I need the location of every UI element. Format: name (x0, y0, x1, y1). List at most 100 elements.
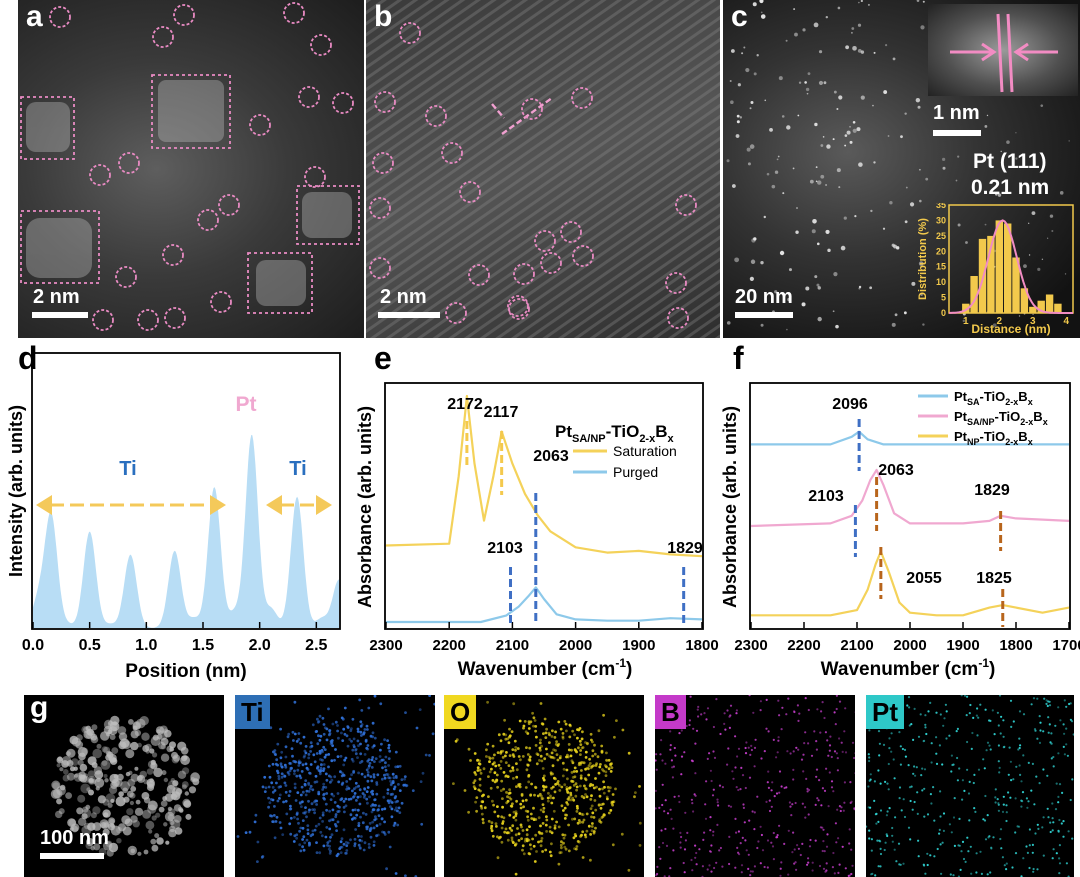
peak-label: 2103 (487, 540, 523, 557)
inset-scale-bar (933, 130, 981, 136)
atom-circle (162, 244, 184, 266)
ti-annotation: Ti (289, 458, 306, 480)
size-distribution-chart: 1 2 3 4 0 5 10 15 20 25 30 35 Distance (nm) Distri… (917, 203, 1074, 336)
ir-spectrum-e: 2300 2200 2100 2000 1900 1800 2172 2117 2063 210… (355, 382, 719, 680)
nanoparticle-box (296, 185, 360, 245)
o-map: O (444, 695, 644, 877)
atom-circle (560, 221, 582, 243)
peak-label: 1829 (974, 482, 1010, 499)
tick-label: 2000 (559, 637, 592, 654)
atom-circle (304, 166, 326, 188)
panel-a: a 2 nm (18, 0, 364, 338)
lattice-dash (501, 97, 553, 135)
lattice-line (996, 13, 1004, 93)
tick-label: 1800 (685, 637, 718, 654)
atom-circle (115, 266, 137, 288)
nanoparticle-box (247, 252, 313, 314)
scale-label: 100 nm (40, 827, 109, 849)
atom-circle (459, 181, 481, 203)
d-y-label: Intensity (arb. units) (6, 405, 26, 577)
atom-circle (372, 152, 394, 174)
tick-label: 1800 (999, 637, 1032, 654)
element-tag: Ti (235, 695, 270, 729)
atom-circle (137, 309, 159, 331)
lattice-inset (928, 4, 1078, 96)
peak-label: 2055 (906, 570, 942, 587)
spectrum-line (751, 430, 1069, 446)
haadf-map: g 100 nm (24, 695, 224, 877)
atom-circle (89, 164, 111, 186)
tick-label: 25 (936, 231, 946, 241)
atom-circle (513, 263, 535, 285)
panel-a-image (20, 2, 360, 331)
atom-circle (249, 114, 271, 136)
nanoparticle-box (151, 74, 231, 149)
tick-label: 2300 (369, 637, 402, 654)
atom-circle (468, 264, 490, 286)
tick-label: 30 (936, 215, 946, 225)
tick-label: 15 (936, 262, 946, 272)
f-x-label: Wavenumber (cm-1) (821, 656, 996, 680)
panel-label: e (374, 340, 392, 376)
histogram-bar (1012, 257, 1020, 313)
element-tag: O (444, 695, 477, 729)
atom-circle (374, 91, 396, 113)
histogram-bar (962, 303, 970, 313)
f-y-label: Absorbance (arb. units) (722, 406, 740, 608)
lattice-value: 0.21 nm (971, 176, 1050, 199)
tick-label: 2200 (787, 637, 820, 654)
ti-annotation: Ti (119, 458, 136, 480)
tick-label: 1.5 (192, 637, 214, 654)
e-y-label: Absorbance (arb. units) (355, 406, 375, 608)
tick-label: 1900 (946, 637, 979, 654)
peak-label: 2063 (533, 448, 569, 465)
atom-circle (675, 194, 697, 216)
atom-circle (210, 291, 232, 313)
tick-label: 0.5 (79, 637, 101, 654)
tick-label: 2 (997, 316, 1003, 327)
inset-scale-label: 1 nm (933, 102, 980, 124)
legend-label: PtNP-TiO2-xBx (954, 429, 1033, 447)
lattice-label: Pt (111) (973, 150, 1047, 173)
lattice-line (1006, 13, 1014, 93)
d-x-label: Position (nm) (125, 661, 246, 682)
element-tag: Pt (866, 695, 904, 729)
legend-label: PtSA/NP-TiO2-xBx (954, 409, 1048, 427)
tick-label: 10 (936, 277, 946, 287)
scale-label: 2 nm (380, 286, 427, 308)
atom-circle (298, 86, 320, 108)
atom-circle (92, 309, 114, 331)
atom-circle (667, 307, 689, 329)
inset-y-label: Distribution (%) (917, 218, 929, 300)
atom-circle (218, 194, 240, 216)
tick-label: 2100 (840, 637, 873, 654)
tick-label: 1.0 (135, 637, 157, 654)
line-profile-chart: 0.0 0.5 1.0 1.5 2.0 2.5 Position (nm) Intensi… (6, 352, 341, 682)
atom-circle (445, 302, 467, 324)
scale-label: 2 nm (33, 286, 80, 308)
peak-label: 2096 (832, 396, 868, 413)
histogram-bar (1054, 303, 1062, 313)
panel-label: g (30, 695, 49, 724)
tick-label: 5 (941, 293, 946, 303)
nanoparticle-box (20, 96, 75, 160)
inset-x-label: Distance (nm) (971, 322, 1050, 336)
atom-circle (425, 105, 447, 127)
panel-label: b (374, 0, 393, 33)
peak-label: 2063 (878, 462, 914, 479)
spectrum-line (750, 468, 1070, 528)
atom-circle (310, 34, 332, 56)
peak-label: 2103 (808, 488, 844, 505)
histogram-bar (1029, 306, 1037, 313)
scale-bar (735, 312, 793, 318)
atom-circle (521, 98, 543, 120)
tick-label: 20 (936, 246, 946, 256)
nanoparticle-box (20, 210, 100, 284)
atom-circle (369, 197, 391, 219)
panel-c-image (726, 0, 1070, 331)
atom-circle (197, 209, 219, 231)
atom-circle (534, 230, 556, 252)
peak-label: 2117 (484, 404, 519, 421)
e-chart-title: PtSA/NP-TiO2-xBx (555, 422, 675, 445)
atom-circle (540, 252, 562, 274)
